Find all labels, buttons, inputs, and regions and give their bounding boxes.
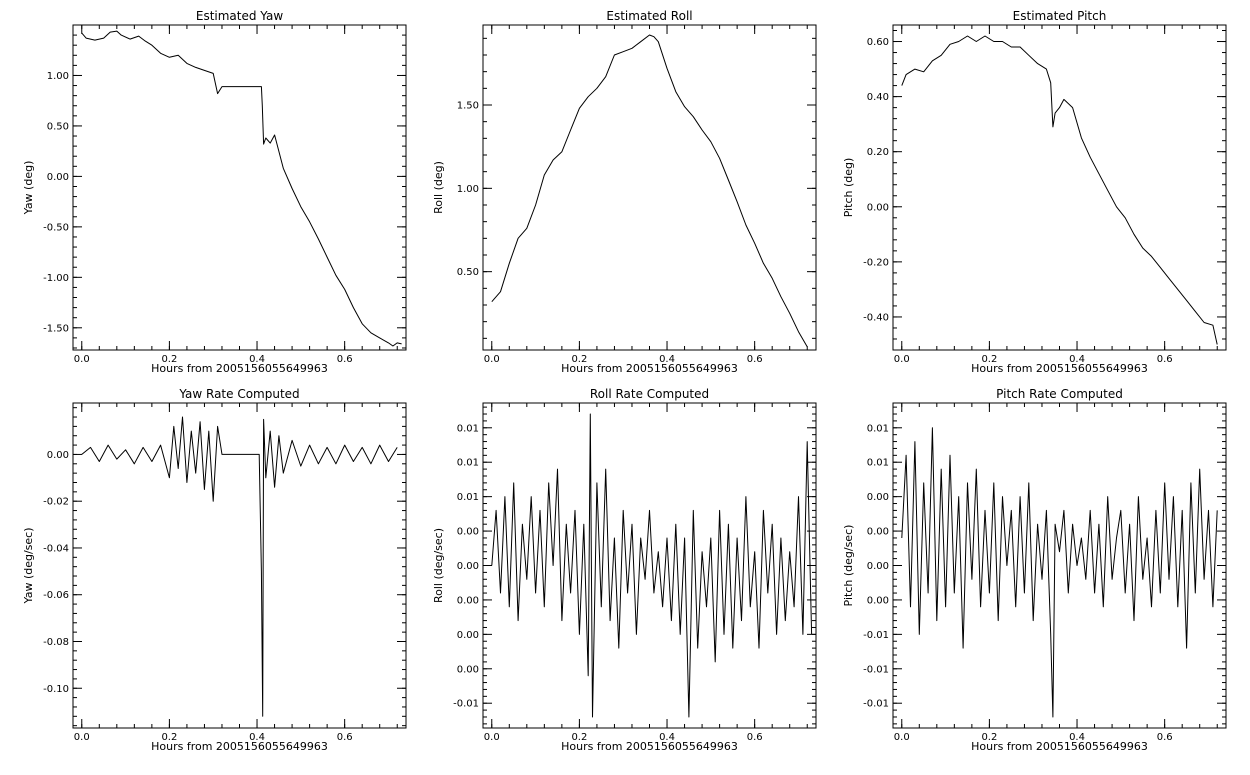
panel-roll: Estimated Roll Hours from 200515605564996… bbox=[432, 9, 817, 375]
chart-title: Yaw Rate Computed bbox=[178, 387, 299, 401]
y-tick-label: -0.04 bbox=[43, 543, 69, 554]
plot-frame bbox=[72, 402, 407, 729]
chart-title: Pitch Rate Computed bbox=[996, 387, 1123, 401]
y-tick-label: 0.01 bbox=[457, 492, 479, 503]
y-tick-label: 0.01 bbox=[867, 423, 889, 434]
x-tick-label: 0.4 bbox=[659, 732, 675, 743]
x-tick-label: 0.6 bbox=[1157, 354, 1173, 365]
y-tick-label: 0.00 bbox=[867, 202, 889, 213]
series-line bbox=[901, 427, 1218, 718]
chart-title: Roll Rate Computed bbox=[590, 387, 709, 401]
x-axis-label: Hours from 2005156055649963 bbox=[151, 362, 328, 375]
x-tick-label: 0.2 bbox=[161, 732, 177, 743]
y-tick-label: 0.00 bbox=[457, 527, 479, 538]
plot-frame bbox=[892, 24, 1227, 351]
x-tick-label: 0.2 bbox=[571, 354, 587, 365]
y-tick-label: 0.01 bbox=[457, 423, 479, 434]
y-tick-label: 0.50 bbox=[47, 121, 69, 132]
x-tick-label: 0.2 bbox=[571, 732, 587, 743]
x-tick-label: 0.4 bbox=[249, 354, 265, 365]
x-tick-label: 0.2 bbox=[981, 732, 997, 743]
x-axis-label: Hours from 2005156055649963 bbox=[561, 362, 738, 375]
y-tick-label: -0.01 bbox=[863, 664, 889, 675]
x-tick-label: 0.6 bbox=[1157, 732, 1173, 743]
x-tick-label: 0.0 bbox=[74, 354, 90, 365]
y-tick-label: 0.00 bbox=[457, 595, 479, 606]
x-tick-label: 0.6 bbox=[747, 354, 763, 365]
y-axis-label: Roll (deg/sec) bbox=[432, 528, 445, 603]
y-axis-label: Pitch (deg/sec) bbox=[842, 525, 855, 607]
plot-frame bbox=[482, 24, 817, 351]
x-tick-label: 0.0 bbox=[484, 354, 500, 365]
y-axis-label: Yaw (deg/sec) bbox=[22, 527, 35, 604]
y-tick-label: 0.00 bbox=[867, 595, 889, 606]
x-axis-label: Hours from 2005156055649963 bbox=[151, 740, 328, 753]
y-tick-label: 0.20 bbox=[867, 147, 889, 158]
panel-yaw: Estimated Yaw Hours from 2005156055649963… bbox=[22, 9, 407, 375]
panel-roll-rate: Roll Rate Computed Hours from 20051560556… bbox=[432, 387, 817, 753]
y-tick-label: 0.00 bbox=[457, 561, 479, 572]
y-tick-label: -0.40 bbox=[863, 312, 889, 323]
y-tick-label: 1.50 bbox=[457, 101, 479, 112]
y-tick-label: -0.20 bbox=[863, 257, 889, 268]
y-tick-label: -0.01 bbox=[863, 699, 889, 710]
series-line bbox=[901, 35, 1218, 345]
y-tick-label: 0.50 bbox=[457, 267, 479, 278]
x-tick-label: 0.2 bbox=[981, 354, 997, 365]
y-tick-label: 1.00 bbox=[47, 71, 69, 82]
y-tick-label: 0.00 bbox=[867, 492, 889, 503]
series-line bbox=[491, 34, 808, 347]
x-tick-label: 0.0 bbox=[484, 732, 500, 743]
panel-yaw-rate: Yaw Rate Computed Hours from 200515605564… bbox=[22, 387, 407, 753]
x-tick-label: 0.2 bbox=[161, 354, 177, 365]
chart-title: Estimated Pitch bbox=[1013, 9, 1107, 23]
y-tick-label: -0.08 bbox=[43, 637, 69, 648]
x-axis-label: Hours from 2005156055649963 bbox=[561, 740, 738, 753]
y-tick-label: -0.01 bbox=[453, 699, 479, 710]
x-axis-label: Hours from 2005156055649963 bbox=[971, 740, 1148, 753]
panel-pitch: Estimated Pitch Hours from 20051560556499… bbox=[842, 9, 1227, 375]
x-tick-label: 0.6 bbox=[747, 732, 763, 743]
x-tick-label: 0.0 bbox=[894, 732, 910, 743]
y-tick-label: -0.50 bbox=[43, 222, 69, 233]
x-axis-label: Hours from 2005156055649963 bbox=[971, 362, 1148, 375]
x-tick-label: 0.6 bbox=[337, 732, 353, 743]
y-tick-label: 0.01 bbox=[457, 458, 479, 469]
series-line bbox=[81, 30, 402, 347]
y-tick-label: 0.60 bbox=[867, 37, 889, 48]
y-tick-label: -0.06 bbox=[43, 590, 69, 601]
x-tick-label: 0.4 bbox=[1069, 732, 1085, 743]
plot-frame bbox=[72, 24, 407, 351]
y-tick-label: -0.01 bbox=[863, 630, 889, 641]
y-axis-label: Roll (deg) bbox=[432, 161, 445, 214]
y-tick-label: 1.00 bbox=[457, 184, 479, 195]
y-tick-label: -1.50 bbox=[43, 323, 69, 334]
y-tick-label: -0.02 bbox=[43, 497, 69, 508]
y-tick-label: 0.01 bbox=[867, 458, 889, 469]
chart-title: Estimated Yaw bbox=[196, 9, 283, 23]
y-tick-label: 0.40 bbox=[867, 92, 889, 103]
y-tick-label: 0.00 bbox=[867, 561, 889, 572]
y-tick-label: 0.00 bbox=[867, 527, 889, 538]
x-tick-label: 0.0 bbox=[894, 354, 910, 365]
y-axis-label: Yaw (deg) bbox=[22, 161, 35, 216]
y-tick-label: 0.00 bbox=[47, 450, 69, 461]
y-tick-label: 0.00 bbox=[457, 664, 479, 675]
y-tick-label: 0.00 bbox=[47, 172, 69, 183]
panel-pitch-rate: Pitch Rate Computed Hours from 2005156055… bbox=[842, 387, 1227, 753]
series-line bbox=[81, 416, 398, 717]
y-tick-label: -1.00 bbox=[43, 273, 69, 284]
x-tick-label: 0.4 bbox=[249, 732, 265, 743]
x-tick-label: 0.6 bbox=[337, 354, 353, 365]
y-tick-label: 0.00 bbox=[457, 630, 479, 641]
x-tick-label: 0.0 bbox=[74, 732, 90, 743]
y-tick-label: -0.10 bbox=[43, 684, 69, 695]
chart-title: Estimated Roll bbox=[606, 9, 692, 23]
x-tick-label: 0.4 bbox=[659, 354, 675, 365]
y-axis-label: Pitch (deg) bbox=[842, 158, 855, 218]
x-tick-label: 0.4 bbox=[1069, 354, 1085, 365]
series-line bbox=[491, 413, 813, 718]
